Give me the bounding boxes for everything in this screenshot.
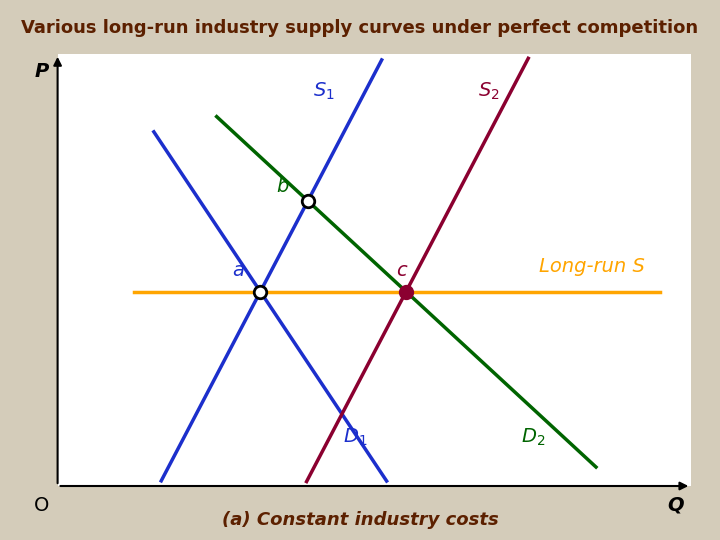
Text: $S_1$: $S_1$ [312, 81, 335, 103]
Text: b: b [276, 177, 289, 196]
Text: c: c [397, 261, 408, 280]
Text: P: P [35, 62, 49, 81]
Text: a: a [232, 261, 244, 280]
Text: O: O [34, 496, 50, 515]
Text: Long-run S: Long-run S [539, 258, 645, 276]
Text: Various long-run industry supply curves under perfect competition: Various long-run industry supply curves … [22, 19, 698, 37]
Text: Q: Q [667, 496, 684, 515]
Text: (a) Constant industry costs: (a) Constant industry costs [222, 511, 498, 529]
Text: $D_1$: $D_1$ [343, 427, 368, 448]
Text: $S_2$: $S_2$ [477, 81, 499, 103]
Text: $D_2$: $D_2$ [521, 427, 545, 448]
